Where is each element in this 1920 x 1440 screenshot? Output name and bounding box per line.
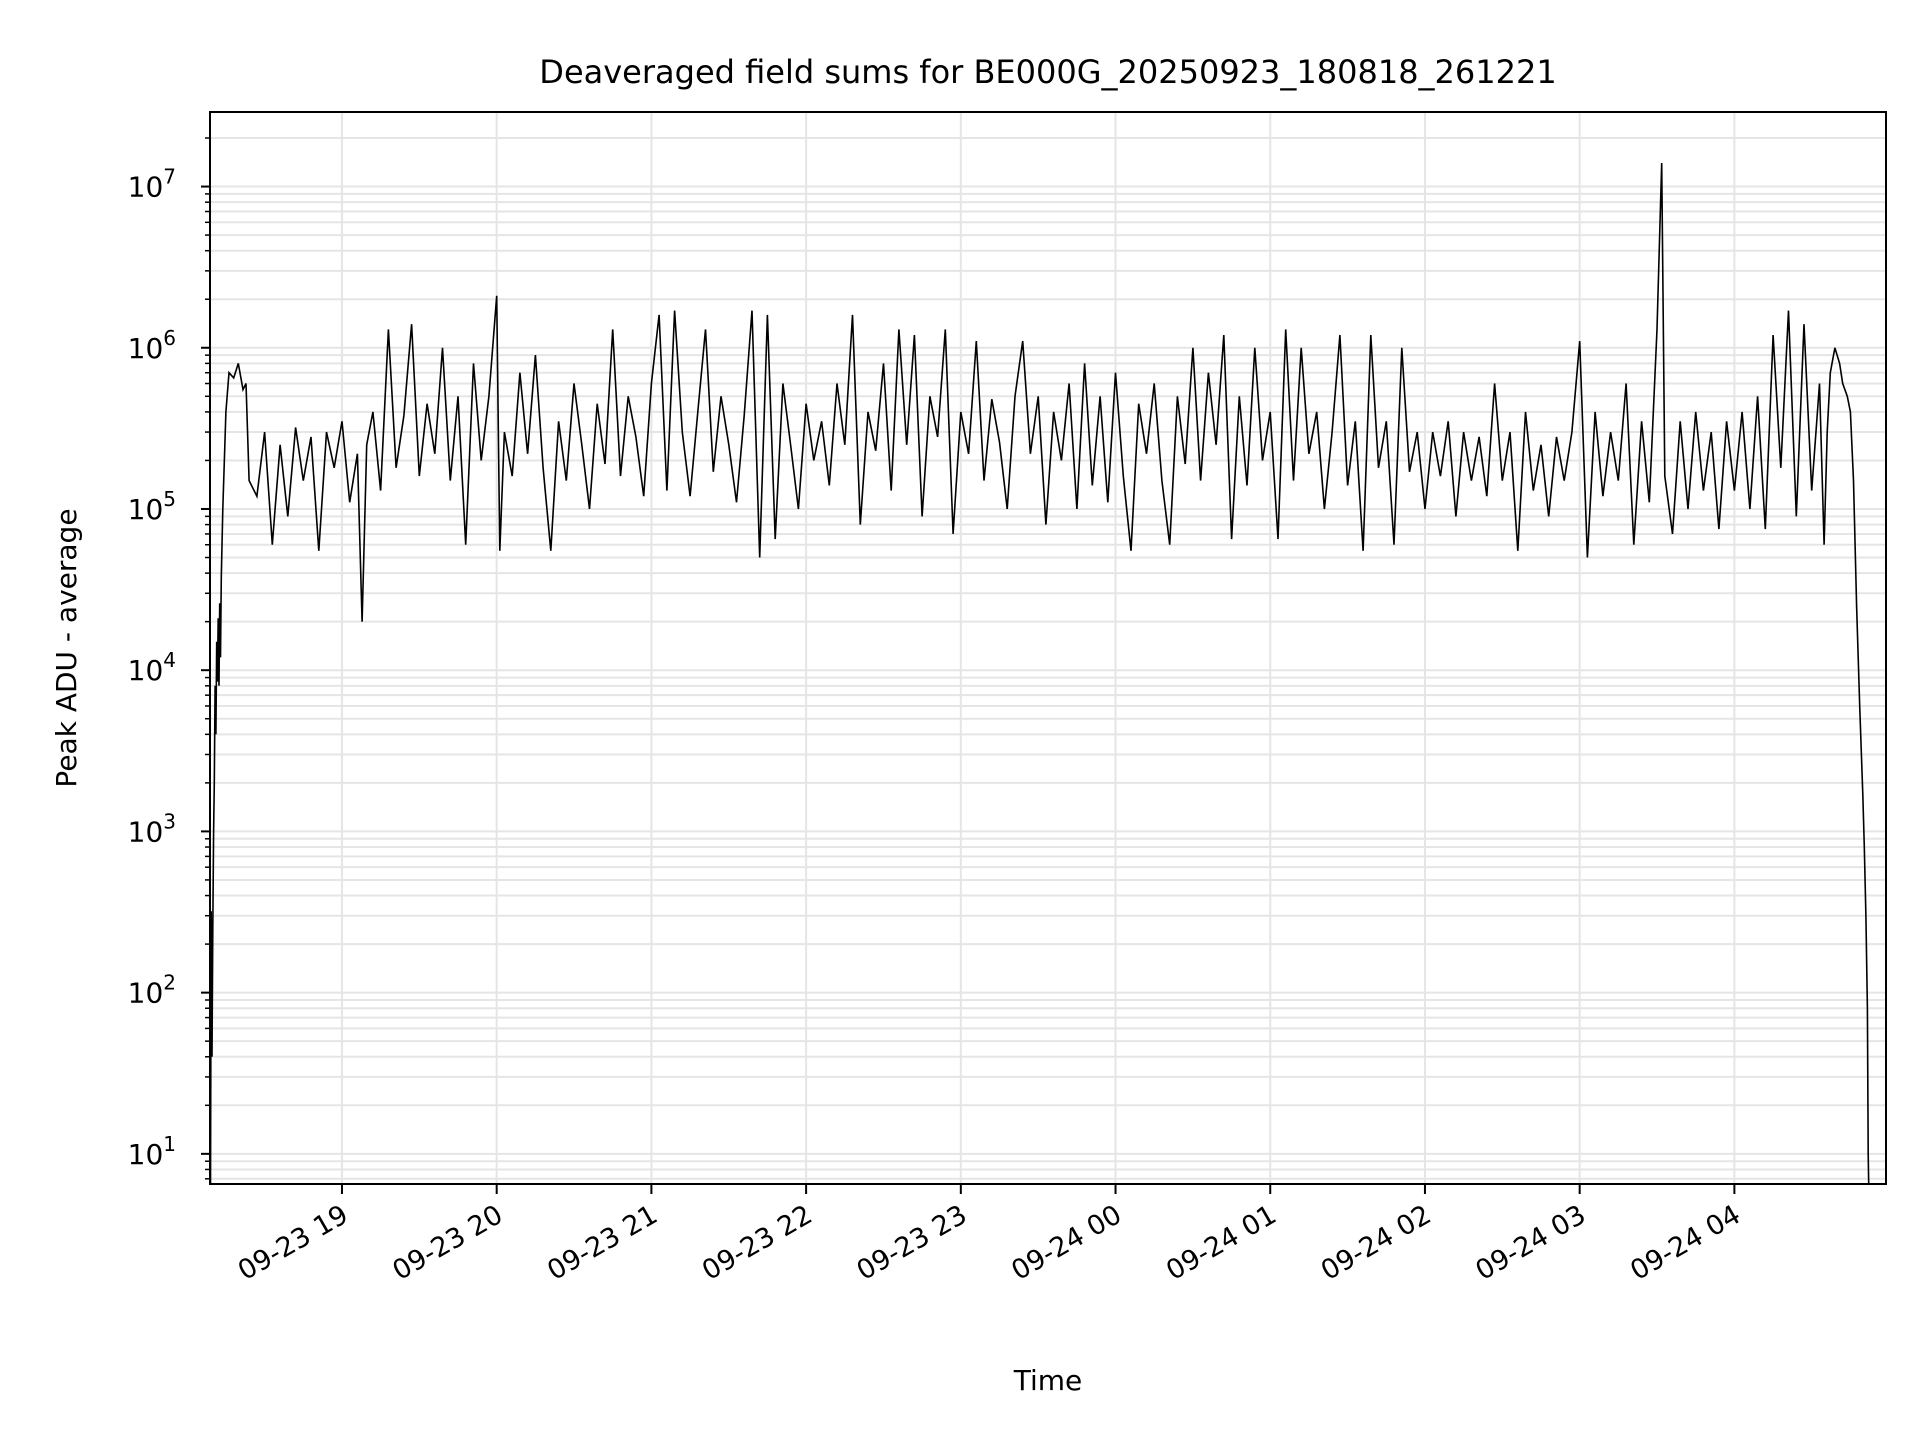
y-tick-label-base: 10 [128, 493, 164, 526]
y-tick-label-base: 10 [128, 1138, 164, 1171]
y-tick-label-exponent: 7 [163, 165, 176, 189]
x-axis-label: Time [1013, 1364, 1083, 1397]
y-tick-label-base: 10 [128, 171, 164, 204]
y-axis-label: Peak ADU - average [50, 508, 83, 787]
y-tick-label-exponent: 6 [163, 326, 176, 350]
series-group [210, 162, 1870, 1184]
grid [210, 112, 1886, 1184]
y-tick-label: 103 [128, 809, 176, 848]
y-tick-label: 107 [128, 165, 176, 204]
y-tick-label-exponent: 3 [163, 809, 176, 833]
y-tick-label-base: 10 [128, 815, 164, 848]
y-tick-label-exponent: 2 [163, 971, 176, 995]
y-tick-label-base: 10 [128, 654, 164, 687]
plot-frame [209, 111, 1887, 1185]
y-tick-label: 106 [128, 326, 176, 365]
chart-title: Deaveraged field sums for BE000G_2025092… [539, 53, 1556, 91]
y-tick-label: 104 [128, 648, 176, 687]
series-line [210, 162, 1870, 1184]
y-tick-label-exponent: 5 [163, 487, 176, 511]
y-tick-label: 101 [128, 1132, 176, 1171]
y-tick-label-exponent: 1 [163, 1132, 176, 1156]
y-tick-label-base: 10 [128, 332, 164, 365]
y-tick-label-base: 10 [128, 977, 164, 1010]
y-tick-label: 102 [128, 971, 176, 1010]
y-tick-label-exponent: 4 [163, 648, 176, 672]
y-tick-label: 105 [128, 487, 176, 526]
